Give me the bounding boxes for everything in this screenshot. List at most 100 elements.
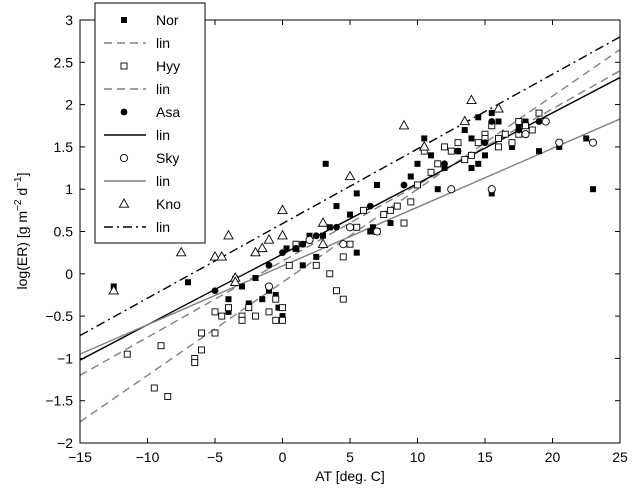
data-point-nor (590, 186, 596, 193)
data-point-hyy (245, 304, 253, 312)
data-point-nor (185, 279, 191, 286)
data-point-hyy (508, 139, 516, 147)
x-tick-label: 15 (477, 449, 493, 465)
data-point-hyy (495, 143, 502, 151)
legend-label: lin (156, 127, 170, 143)
x-tick-label: −10 (136, 449, 160, 465)
data-point-nor (313, 253, 320, 260)
data-point-nor (252, 275, 259, 282)
data-point-nor (322, 160, 329, 167)
legend-marker (119, 153, 129, 163)
data-point-hyy (414, 181, 421, 189)
data-point-asa (312, 232, 320, 240)
y-tick-label: −1.5 (45, 393, 73, 409)
data-point-hyy (150, 384, 158, 392)
data-point-hyy (339, 295, 347, 303)
data-point-hyy (157, 342, 165, 350)
data-point-nor (367, 228, 374, 235)
data-point-hyy (123, 350, 131, 358)
legend-entry-kno: Kno (118, 196, 181, 212)
data-point-sky (264, 282, 274, 291)
data-point-nor (266, 287, 272, 294)
data-point-kno (459, 115, 471, 126)
fit-line-asa (80, 76, 620, 361)
data-point-hyy (427, 168, 435, 176)
data-point-hyy (393, 202, 401, 210)
y-tick-label: 0.5 (54, 224, 74, 240)
data-point-asa (299, 240, 307, 248)
data-point-kno (209, 250, 221, 261)
data-point-hyy (312, 261, 320, 269)
data-point-hyy (495, 134, 502, 142)
legend-label: lin (156, 35, 170, 51)
legend-label: Sky (156, 150, 179, 166)
data-point-hyy (326, 270, 334, 278)
legend-entry-lin: lin (104, 173, 170, 189)
data-markers (108, 94, 598, 400)
data-point-hyy (211, 308, 219, 316)
legend: Nor lin Hyy lin Asa lin Sky lin Kno lin (94, 2, 206, 244)
data-point-nor (509, 143, 515, 150)
axis-ticks (79, 19, 621, 444)
data-point-asa (279, 249, 286, 257)
data-point-kno (263, 234, 275, 244)
x-tick-label: 10 (410, 449, 426, 465)
data-point-asa (535, 118, 543, 125)
x-tick-label: 0 (279, 449, 287, 465)
data-point-hyy (407, 198, 415, 206)
data-point-kno (466, 94, 477, 105)
legend-label: Kno (156, 196, 181, 212)
series-hyy (123, 109, 543, 400)
data-point-hyy (198, 346, 205, 354)
data-point-kno (418, 140, 430, 151)
data-point-nor (468, 135, 475, 142)
data-point-hyy (164, 393, 172, 400)
data-point-nor (556, 143, 563, 150)
data-point-nor (374, 181, 380, 188)
y-axis-title: log(ER) [g m−2 d−1] (13, 173, 30, 290)
legend-entry-nor: Nor (121, 12, 179, 28)
data-point-hyy (474, 139, 482, 147)
data-point-nor (434, 186, 441, 193)
data-point-nor (347, 211, 353, 218)
data-point-hyy (252, 312, 259, 320)
data-point-kno (344, 170, 356, 181)
data-point-asa (488, 118, 496, 125)
data-point-nor (495, 118, 502, 125)
series-kno (108, 94, 504, 295)
data-point-nor (421, 135, 428, 142)
data-point-nor (441, 165, 448, 172)
data-point-nor (428, 152, 434, 159)
data-point-hyy (380, 211, 388, 219)
data-point-nor (353, 190, 360, 197)
data-point-hyy (441, 143, 448, 151)
fit-line-hyy (80, 49, 620, 423)
data-point-nor (275, 304, 282, 311)
data-point-sky (339, 240, 348, 249)
data-point-nor (245, 300, 252, 307)
series-sky (264, 117, 598, 291)
data-point-hyy (360, 206, 367, 214)
data-point-nor (488, 190, 495, 197)
legend-entry-hyy: Hyy (120, 58, 180, 74)
data-point-nor (320, 232, 326, 239)
data-point-asa (366, 202, 374, 210)
x-tick-label: −15 (68, 449, 92, 465)
data-point-hyy (461, 156, 469, 164)
legend-label: Nor (156, 12, 179, 28)
data-point-hyy (346, 240, 354, 248)
data-point-asa (333, 223, 340, 231)
data-point-hyy (434, 160, 442, 168)
legend-marker (120, 62, 128, 70)
data-point-kno (229, 276, 241, 286)
data-point-nor (333, 203, 340, 210)
fit-lines (80, 36, 620, 423)
data-point-nor (482, 152, 488, 159)
x-axis-title: AT [deg. C] (315, 468, 385, 484)
legend-entry-sky: Sky (119, 150, 179, 166)
data-point-kno (317, 238, 329, 248)
data-point-kno (256, 242, 268, 253)
data-point-asa (400, 181, 408, 189)
data-point-asa (292, 245, 300, 252)
